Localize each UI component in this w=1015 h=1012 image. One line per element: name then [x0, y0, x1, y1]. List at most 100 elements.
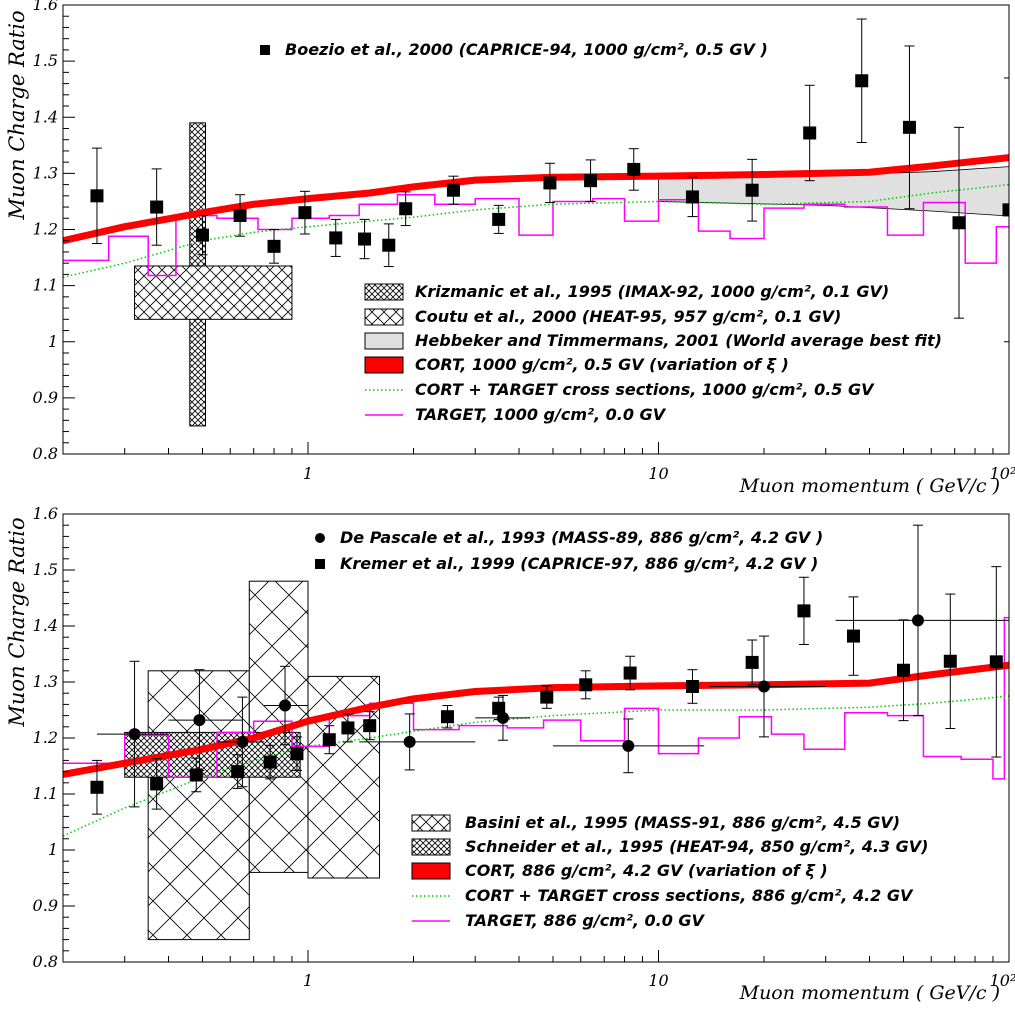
- data-point-square: [952, 216, 966, 230]
- data-point-square: [896, 663, 910, 677]
- x-tick-label: 10: [648, 464, 668, 483]
- x-axis-title: Muon momentum ( GeV/c ): [739, 475, 1000, 497]
- data-point-circle: [758, 680, 771, 693]
- data-point-square: [579, 678, 593, 692]
- data-point-square: [943, 654, 957, 668]
- y-tick-label: 0.9: [33, 388, 58, 407]
- data-point-square: [399, 202, 413, 216]
- data-point-square: [627, 162, 641, 176]
- y-tick-label: 0.8: [33, 952, 58, 971]
- data-point-square: [329, 231, 343, 245]
- data-point-square: [540, 690, 554, 704]
- data-point-square: [233, 208, 247, 222]
- legend-swatch-band: [364, 332, 404, 350]
- legend-label: Kremer et al., 1999 (CAPRICE-97, 886 g/c…: [340, 554, 818, 573]
- data-point-square: [90, 189, 104, 203]
- data-point-square: [446, 183, 460, 197]
- data-point-square: [290, 747, 304, 761]
- data-point-square: [492, 212, 506, 226]
- data-point-square: [189, 768, 203, 782]
- data-point-square: [231, 765, 245, 779]
- y-tick-label: 1.2: [33, 728, 58, 747]
- data-point-square: [341, 721, 355, 735]
- data-point-square: [846, 629, 860, 643]
- x-tick-label: 1: [303, 971, 313, 990]
- data-point-circle: [236, 735, 249, 748]
- data-point-square: [855, 74, 869, 88]
- data-point-square: [745, 655, 759, 669]
- data-point-square: [195, 228, 209, 242]
- data-point-square: [263, 755, 277, 769]
- data-point-square: [584, 174, 598, 188]
- data-box-hatch: [147, 670, 250, 941]
- cort-curve: [63, 661, 1009, 778]
- legend-swatch-dense: [364, 283, 404, 301]
- data-point-circle: [193, 714, 206, 727]
- legend-label: CORT, 1000 g/cm², 0.5 GV (variation of ξ…: [415, 355, 789, 374]
- cort-curve: [63, 154, 1009, 245]
- data-point-square: [685, 190, 699, 204]
- legend-marker-square: [260, 45, 270, 55]
- legend-swatch-hatch: [411, 814, 451, 832]
- legend-label: CORT, 886 g/cm², 4.2 GV (variation of ξ …: [465, 861, 828, 880]
- data-point-square: [150, 777, 164, 791]
- legend-swatch-cort: [364, 356, 404, 374]
- data-point-square: [685, 679, 699, 693]
- y-axis-title: Muon Charge Ratio: [5, 517, 29, 727]
- data-point-square: [322, 733, 336, 747]
- data-point-circle: [279, 699, 292, 712]
- data-point-square: [989, 655, 1003, 669]
- plot-area: [63, 524, 1009, 941]
- y-tick-label: 1.2: [33, 220, 58, 239]
- y-tick-label: 0.8: [33, 444, 58, 463]
- y-tick-label: 1.5: [33, 51, 58, 70]
- y-tick-label: 1: [48, 840, 58, 859]
- data-point-circle: [911, 614, 924, 627]
- y-tick-label: 1.6: [33, 0, 58, 14]
- data-point-circle: [128, 728, 141, 741]
- cort-target-curve: [63, 695, 1009, 837]
- legend-marker-square: [315, 559, 325, 569]
- data-point-square: [298, 206, 312, 220]
- data-point-square: [90, 780, 104, 794]
- plot-area: [63, 18, 1009, 427]
- legend-swatch-cross: [364, 308, 404, 326]
- y-tick-label: 1: [48, 332, 58, 351]
- data-point-square: [267, 239, 281, 253]
- x-tick-label: 10²: [990, 464, 1015, 483]
- data-point-square: [492, 701, 506, 715]
- y-tick-label: 1.5: [33, 560, 58, 579]
- x-tick-label: 1: [303, 464, 313, 483]
- data-point-square: [902, 120, 916, 134]
- data-point-square: [745, 183, 759, 197]
- data-point-square: [623, 666, 637, 680]
- data-point-circle: [496, 711, 509, 724]
- legend-label: Coutu et al., 2000 (HEAT-95, 957 g/cm², …: [415, 307, 841, 326]
- y-axis-title: Muon Charge Ratio: [5, 10, 29, 220]
- data-point-square: [363, 719, 377, 733]
- y-tick-label: 1.1: [33, 276, 58, 295]
- legend-label: Boezio et al., 2000 (CAPRICE-94, 1000 g/…: [285, 40, 768, 59]
- y-tick-label: 1.6: [33, 504, 58, 523]
- legend-swatch-cort: [411, 862, 451, 880]
- data-point-square: [150, 200, 164, 214]
- legend-label: Basini et al., 1995 (MASS-91, 886 g/cm²,…: [465, 813, 900, 832]
- legend-label: De Pascale et al., 1993 (MASS-89, 886 g/…: [340, 528, 823, 547]
- x-tick-label: 10²: [990, 971, 1015, 990]
- data-point-square: [358, 232, 372, 246]
- x-axis-title: Muon momentum ( GeV/c ): [739, 982, 1000, 1004]
- cort-target-curve: [63, 183, 1009, 278]
- legend-label: CORT + TARGET cross sections, 1000 g/cm²…: [415, 380, 875, 399]
- legend-label: Krizmanic et al., 1995 (IMAX-92, 1000 g/…: [415, 282, 889, 301]
- data-point-square: [1002, 203, 1009, 217]
- y-tick-label: 1.3: [33, 672, 58, 691]
- y-tick-label: 1.4: [33, 107, 58, 126]
- legend-marker-circle: [315, 533, 325, 543]
- y-tick-label: 0.9: [33, 896, 58, 915]
- legend-label: Schneider et al., 1995 (HEAT-94, 850 g/c…: [465, 837, 929, 856]
- legend-label: Hebbeker and Timmermans, 2001 (World ave…: [415, 331, 942, 350]
- x-tick-label: 10: [648, 971, 668, 990]
